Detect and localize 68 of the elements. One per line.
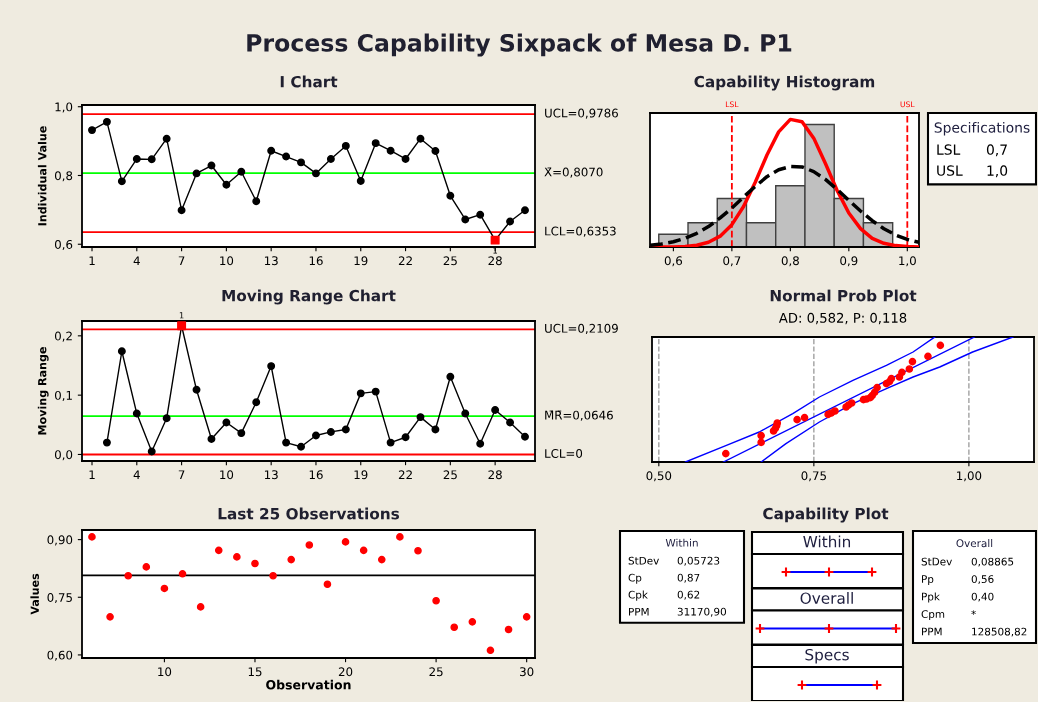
chart-title: Last 25 Observations: [218, 507, 400, 520]
ref-line-label: M̄R̄=0,0646: [545, 410, 613, 421]
x-tick-label: 25: [429, 667, 443, 677]
x-tick-label: 20: [338, 667, 353, 677]
x-tick-label: 0,6: [664, 256, 683, 267]
text: Overall StDev 0,08865 Pp 0,56 Ppk 0,40 Cpm * PPM 128508,82: [921, 539, 1027, 637]
x-tick-label: 13: [264, 256, 278, 266]
x-tick-label: 1,00: [957, 471, 982, 482]
x-tick-label: 19: [354, 470, 368, 480]
ref-line-label: X̄=0,8070: [544, 167, 603, 178]
y-tick-label: 0,60: [47, 650, 73, 661]
x-tick-label: 10: [220, 470, 234, 480]
x-tick-label: 7: [178, 256, 185, 265]
x-tick-label: 16: [309, 470, 323, 480]
x-tick-label: 19: [354, 256, 368, 266]
y-tick-label: 0,90: [47, 535, 73, 546]
y-tick-label: 0,75: [47, 592, 72, 604]
y-tick-label: 0,1: [54, 390, 72, 402]
y-tick-label: 0,2: [54, 331, 72, 342]
chart-title: Capability Histogram: [694, 75, 875, 91]
category-label: Within: [803, 535, 851, 548]
x-tick-label: 1,0: [899, 256, 916, 267]
x-tick-label: 22: [398, 256, 412, 265]
x-axis-title: Observation: [266, 679, 351, 690]
annotation: 1: [179, 312, 184, 319]
x-tick-label: 30: [520, 667, 534, 677]
x-tick-label: 10: [220, 256, 234, 266]
text: Capability Plot: [763, 507, 889, 523]
text: Within StDev 0,05723 Cp 0,87 Cpk 0,62 PPM 31170,90: [628, 538, 727, 617]
y-tick-label: 0,0: [54, 450, 73, 461]
text: Process Capability Sixpack of Mesa D. P1: [247, 33, 792, 57]
x-tick-label: 0,75: [801, 471, 826, 482]
ref-line-label: LCL=0: [545, 448, 583, 458]
x-tick-label: 4: [133, 470, 140, 479]
y-tick-label: 0,6: [54, 239, 73, 251]
ref-line-label: UCL=0,2109: [545, 323, 618, 334]
text: Specifications LSL 0,7 USL 1,0: [934, 122, 1030, 178]
annotation: 1: [493, 247, 498, 254]
category-label: Specs: [805, 648, 849, 664]
x-tick-label: 15: [248, 667, 262, 677]
y-axis-title: Individual Value: [37, 126, 47, 226]
x-tick-label: 28: [488, 470, 502, 480]
x-tick-label: 0,7: [723, 256, 741, 267]
x-tick-label: 28: [488, 256, 502, 266]
x-tick-label: 0,50: [646, 471, 672, 482]
x-tick-label: 0,8: [781, 256, 799, 267]
x-tick-label: 13: [264, 470, 278, 480]
x-tick-label: 25: [443, 470, 457, 480]
x-tick-label: 1: [89, 256, 95, 265]
y-tick-label: 0,8: [54, 171, 73, 182]
chart-title: Normal Prob Plot: [770, 289, 917, 302]
y-axis-title: Moving Range: [37, 347, 49, 435]
x-tick-label: 7: [178, 470, 185, 479]
chart-subtitle: AD: 0,582, P: 0,118: [778, 312, 907, 325]
category-label: Overall: [800, 592, 853, 604]
y-tick-label: 1,0: [55, 102, 73, 113]
x-tick-label: 10: [158, 667, 172, 677]
y-axis-title: Values: [30, 573, 39, 615]
x-tick-label: 25: [443, 256, 457, 266]
ref-line-label: LCL=0,6353: [545, 226, 616, 237]
x-tick-label: 0,9: [840, 256, 858, 267]
x-tick-label: 4: [133, 256, 140, 265]
chart-title: Moving Range Chart: [222, 289, 396, 305]
chart-title: I Chart: [280, 75, 338, 88]
x-tick-label: 22: [398, 470, 412, 479]
x-tick-label: 1: [89, 470, 95, 479]
ref-line-label: UCL=0,9786: [545, 108, 618, 119]
x-tick-label: 16: [309, 256, 323, 266]
